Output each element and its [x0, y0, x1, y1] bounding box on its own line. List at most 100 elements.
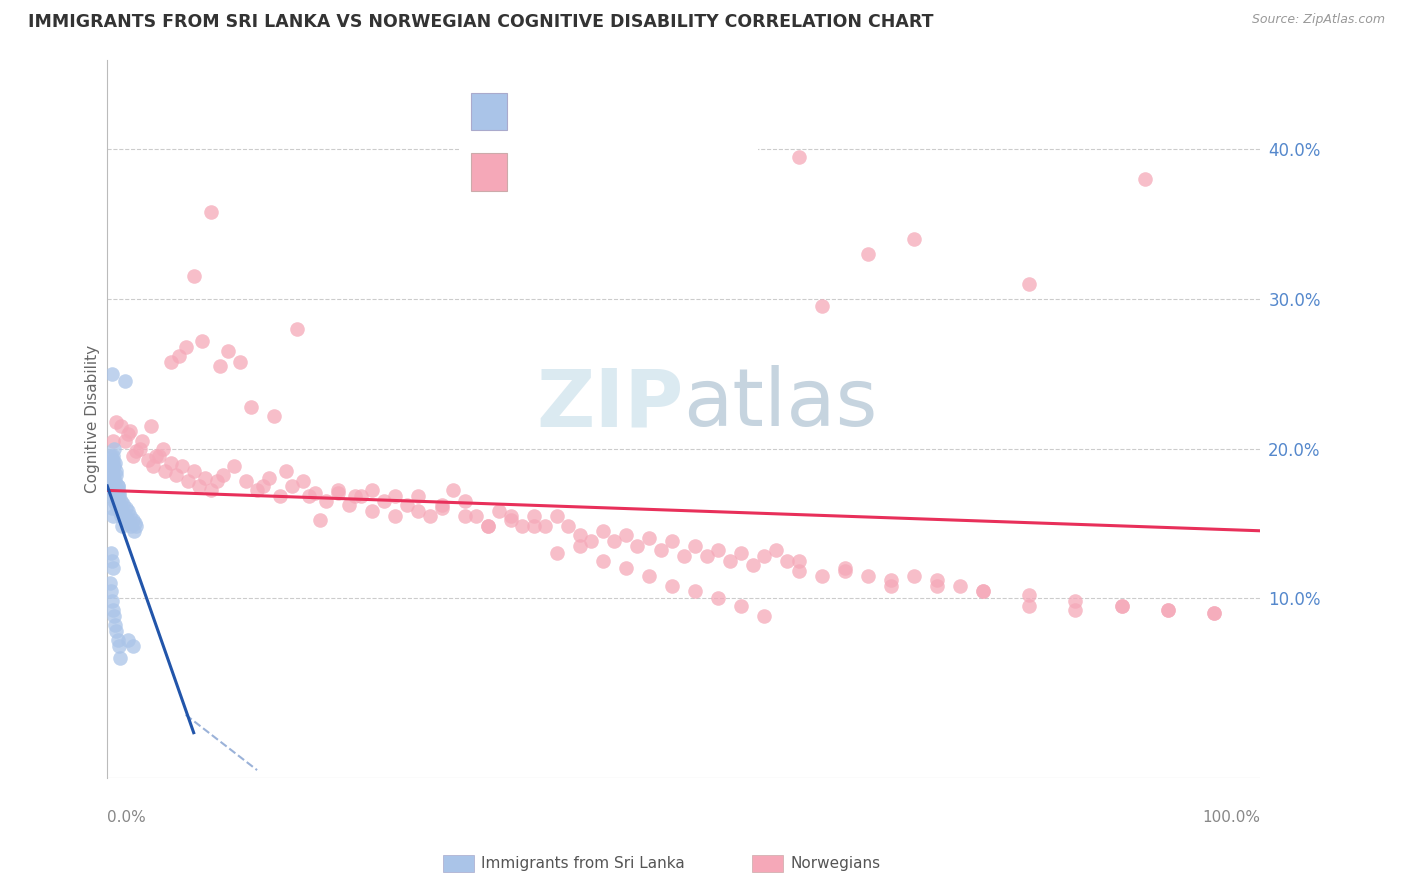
Point [696, 549, 718, 564]
Point [430, 501, 453, 516]
Point [159, 355, 181, 369]
Point [1156, 603, 1178, 617]
Point [1202, 606, 1225, 620]
Point [534, 519, 557, 533]
Point [120, 424, 142, 438]
Point [120, 508, 142, 523]
Point [546, 546, 568, 560]
Point [183, 464, 205, 478]
Point [183, 269, 205, 284]
Point [110, 419, 132, 434]
Point [101, 501, 124, 516]
Point [104, 486, 127, 500]
Point [211, 468, 233, 483]
Point [856, 247, 879, 261]
Point [419, 508, 441, 523]
Point [125, 444, 148, 458]
Point [101, 434, 124, 448]
Point [105, 624, 128, 638]
Point [523, 519, 546, 533]
Point [754, 549, 776, 564]
Point [787, 554, 810, 568]
Point [100, 546, 122, 560]
Point [120, 519, 142, 533]
Point [145, 449, 167, 463]
Point [373, 493, 395, 508]
Point [1018, 277, 1040, 291]
Point [614, 561, 637, 575]
Point [114, 508, 136, 523]
Point [430, 499, 453, 513]
Point [546, 508, 568, 523]
Point [650, 543, 672, 558]
Point [107, 479, 129, 493]
Point [107, 639, 129, 653]
Point [672, 549, 695, 564]
Point [326, 483, 349, 498]
Point [152, 442, 174, 456]
Point [188, 479, 211, 493]
Point [115, 513, 138, 527]
Point [111, 519, 134, 533]
Point [787, 150, 810, 164]
Point [880, 573, 903, 587]
Point [111, 504, 134, 518]
Point [107, 504, 129, 518]
Point [101, 479, 124, 493]
Text: Norwegians: Norwegians [790, 856, 880, 871]
Point [581, 534, 603, 549]
Point [136, 453, 159, 467]
Point [707, 591, 730, 605]
Point [263, 409, 285, 423]
Point [395, 499, 418, 513]
Point [142, 459, 165, 474]
Point [477, 519, 499, 533]
Point [200, 205, 222, 219]
Point [1111, 599, 1133, 613]
Point [350, 489, 373, 503]
Point [205, 475, 228, 489]
Point [240, 400, 263, 414]
Point [568, 528, 591, 542]
Point [949, 579, 972, 593]
Text: atlas: atlas [683, 365, 877, 443]
Point [510, 519, 533, 533]
Point [754, 609, 776, 624]
Point [101, 449, 124, 463]
Point [139, 419, 162, 434]
Point [217, 344, 239, 359]
Point [209, 359, 232, 374]
Point [811, 300, 834, 314]
Point [741, 558, 763, 573]
Point [148, 449, 170, 463]
Point [603, 534, 626, 549]
Point [121, 513, 143, 527]
Point [194, 471, 217, 485]
Point [108, 651, 131, 665]
Point [661, 534, 683, 549]
Point [1064, 594, 1087, 608]
Point [101, 453, 124, 467]
Point [107, 632, 129, 647]
Point [568, 539, 591, 553]
Point [98, 483, 121, 498]
Point [903, 232, 925, 246]
Point [661, 579, 683, 593]
Point [98, 576, 121, 591]
Point [110, 493, 132, 508]
Point [235, 475, 257, 489]
Point [1111, 599, 1133, 613]
Point [638, 531, 661, 545]
Point [101, 508, 124, 523]
Point [304, 486, 326, 500]
Point [125, 519, 148, 533]
Point [101, 464, 124, 478]
Point [222, 459, 245, 474]
Point [730, 546, 752, 560]
Point [927, 579, 949, 593]
Point [834, 561, 856, 575]
Point [903, 568, 925, 582]
Point [114, 374, 136, 388]
Point [103, 609, 125, 624]
Text: ZIP: ZIP [536, 365, 683, 443]
